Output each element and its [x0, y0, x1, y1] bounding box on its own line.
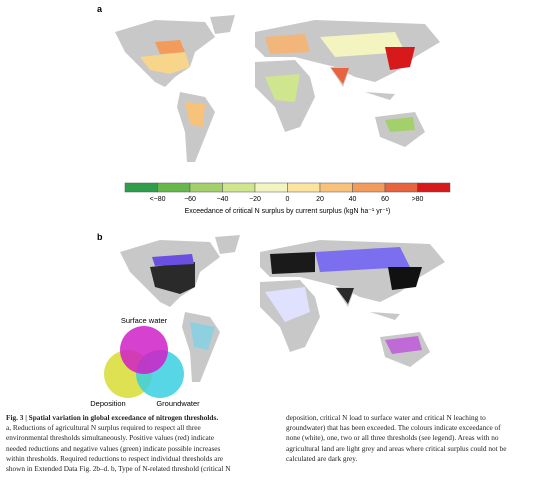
- venn-circle: [120, 326, 168, 374]
- legend-label: Surface water: [121, 316, 168, 325]
- caption-line: Fig. 3 | Spatial variation in global exc…: [6, 413, 219, 422]
- colorbar-box: [319, 182, 353, 193]
- map-b: [120, 235, 445, 382]
- caption-line: groundwater) that has been exceeded. The…: [286, 423, 501, 433]
- colorbar-tick-label: 0: [286, 196, 290, 203]
- legend-label: Groundwater: [156, 399, 200, 408]
- caption-line: within thresholds. Required reductions t…: [6, 453, 224, 463]
- colorbar-box: [254, 182, 288, 193]
- panel-label: b: [97, 232, 103, 242]
- caption-line: agricultural land are light grey and are…: [286, 443, 507, 453]
- colorbar-tick-label: −60: [184, 196, 196, 203]
- colorbar-tick-label: −20: [249, 196, 261, 203]
- colorbar-box: [417, 182, 451, 193]
- colorbar-box: [287, 182, 321, 193]
- caption-line: calculated are dark grey.: [286, 453, 358, 463]
- colorbar-box: [157, 182, 191, 193]
- colorbar-box: [352, 182, 386, 193]
- colorbar-box: [189, 182, 223, 193]
- map-a: [115, 15, 440, 162]
- panel-label: a: [97, 4, 103, 14]
- caption-line: deposition, critical N load to surface w…: [286, 413, 486, 422]
- colorbar-box: [124, 182, 158, 193]
- colorbar-box: [222, 182, 256, 193]
- colorbar-box: [384, 182, 418, 193]
- colorbar-tick-label: 60: [381, 196, 389, 203]
- caption-line: environmental thresholds simultaneously.…: [6, 433, 215, 443]
- caption-right: deposition, critical N load to surface w…: [286, 413, 506, 464]
- colorbar-tick-label: −40: [217, 196, 229, 203]
- legend-label: Deposition: [90, 399, 125, 408]
- venn-legend: [104, 326, 184, 398]
- colorbar-title: Exceedance of critical N surplus by curr…: [185, 208, 391, 215]
- caption-line: none (white), one, two or all three thre…: [286, 433, 499, 443]
- colorbar-tick-label: >80: [412, 196, 424, 203]
- figure: a <−80 −60 −40 −20 0 20 40 60 >80 Exceedance of c…: [90, 4, 451, 408]
- colorbar-tick-label: <−80: [150, 196, 166, 203]
- caption-left: Fig. 3 | Spatial variation in global exc…: [6, 413, 231, 474]
- colorbar-tick-label: 20: [316, 196, 324, 203]
- caption-line: needed reductions and negative values (g…: [6, 443, 221, 453]
- colorbar: <−80 −60 −40 −20 0 20 40 60 >80 Exceedance of cri…: [124, 182, 451, 215]
- caption-line: a, Reductions of agricultural N surplus …: [6, 423, 201, 433]
- caption-line: shown in Extended Data Fig. 2b–d. b, Typ…: [6, 464, 231, 474]
- colorbar-tick-label: 40: [349, 196, 357, 203]
